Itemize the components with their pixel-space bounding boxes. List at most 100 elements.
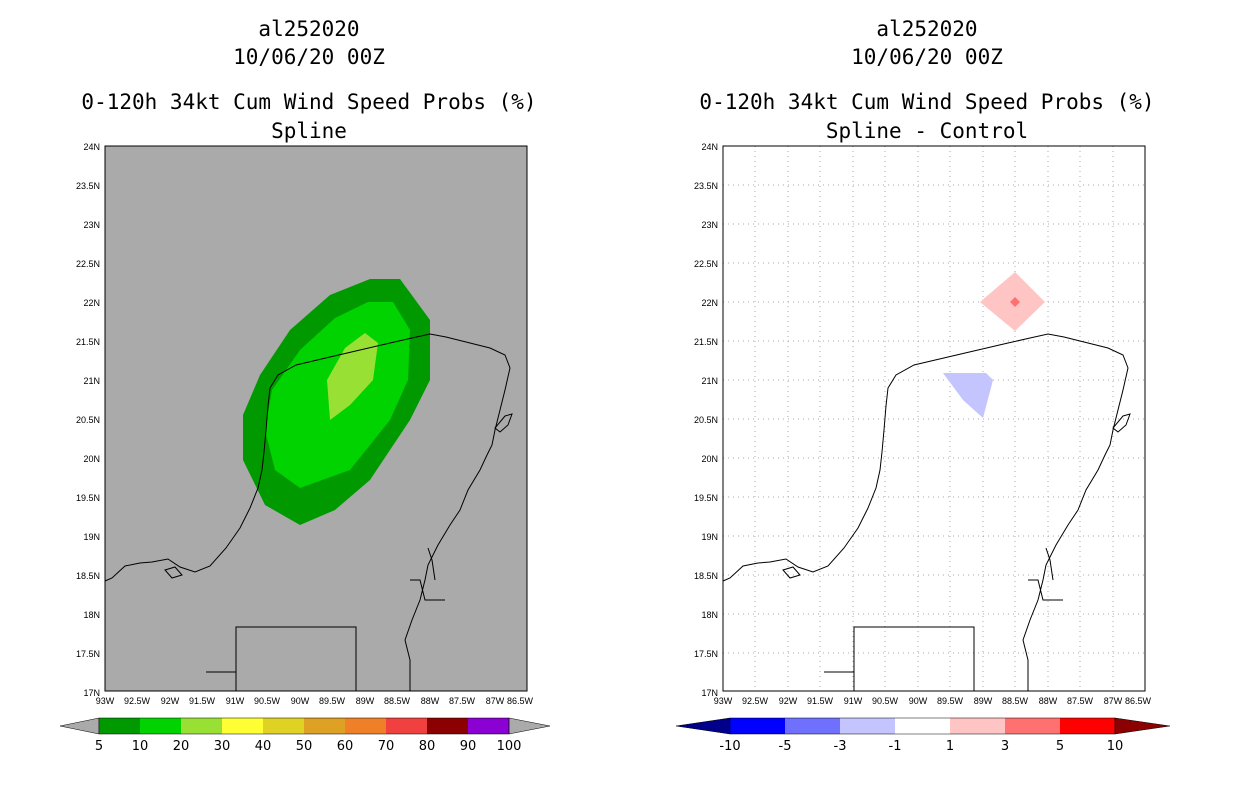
colorbar-swatch [1005,718,1060,734]
lat-tick-label: 22.5N [694,259,718,269]
lon-tick-label: 90W [909,696,928,706]
panel-spline: al252020 10/06/20 00Z 0-120h 34kt Cum Wi… [59,17,551,754]
lat-tick-label: 20.5N [76,415,100,425]
lat-tick-label: 19N [701,532,718,542]
lat-tick-label: 20N [701,454,718,464]
colorbar-end-low [675,717,731,735]
lon-tick-label: 90.5W [872,696,899,706]
diff-positive-3-5 [1010,297,1020,307]
lat-tick-label: 17N [701,688,718,698]
colorbar-swatch [895,718,950,734]
colorbar-label: 80 [419,739,436,754]
prob-contour-20 [327,333,378,420]
datetime: 10/06/20 00Z [233,45,385,69]
lon-tick-label: 92W [161,696,180,706]
map-subtitle: Spline [271,119,347,143]
colorbar-label: 50 [296,739,313,754]
colorbar-swatch [950,718,1005,734]
lon-tick-label: 91.5W [807,696,834,706]
colorbar-label: 10 [132,739,149,754]
colorbar-label: 30 [214,739,231,754]
lat-tick-label: 21N [701,376,718,386]
colorbar-swatch [427,718,468,734]
colorbar-label: 3 [1001,739,1009,754]
lat-axis-left: 24N 23.5N 23N 22.5N 22N 21.5N 21N 20.5N … [76,142,100,698]
map-frame [104,145,528,692]
lat-tick-label: 17.5N [76,649,100,659]
colorbar-swatch [1060,718,1115,734]
colorbar-label: 1 [946,739,954,754]
map-title: 0-120h 34kt Cum Wind Speed Probs (%) [699,90,1155,114]
colorbar-swatch [785,718,840,734]
colorbar-label: 90 [460,739,477,754]
colorbar-label: -3 [834,739,847,754]
lat-tick-label: 18.5N [694,571,718,581]
lat-tick-label: 22N [83,298,100,308]
colorbar-label: -10 [719,739,740,754]
lon-axis-left: 93W 92.5W 92W 91.5W 91W 90.5W 90W 89.5W … [96,696,534,706]
lat-tick-label: 20N [83,454,100,464]
map-title: 0-120h 34kt Cum Wind Speed Probs (%) [81,90,537,114]
colorbar-left: 5 10 20 30 40 50 60 70 80 90 100 [59,717,551,754]
lon-tick-label: 93W [96,696,115,706]
lat-tick-label: 23N [83,220,100,230]
lon-axis-right: 93W 92.5W 92W 91.5W 91W 90.5W 90W 89.5W … [714,696,1152,706]
lon-tick-label: 89W [974,696,993,706]
lon-tick-label: 88.5W [384,696,411,706]
colorbar-swatch [468,718,509,734]
lat-tick-label: 22.5N [76,259,100,269]
lat-tick-label: 23N [701,220,718,230]
datetime: 10/06/20 00Z [851,45,1003,69]
lat-tick-label: 24N [701,142,718,152]
lat-tick-label: 19N [83,532,100,542]
colorbar-label: -1 [889,739,902,754]
lon-tick-label: 87W [486,696,505,706]
lat-tick-label: 21.5N [694,337,718,347]
colorbar-end-low [59,717,100,735]
lat-tick-label: 18N [83,610,100,620]
lat-axis-right: 24N 23.5N 23N 22.5N 22N 21.5N 21N 20.5N … [694,142,718,698]
colorbar-swatch [222,718,263,734]
lat-tick-label: 21.5N [76,337,100,347]
lon-tick-label: 88.5W [1002,696,1029,706]
lon-tick-label: 92.5W [124,696,151,706]
lat-tick-label: 17.5N [694,649,718,659]
lat-tick-label: 17N [83,688,100,698]
lon-tick-label: 90.5W [254,696,281,706]
lon-tick-label: 91.5W [189,696,216,706]
lon-tick-label: 86.5W [507,696,534,706]
colorbar-swatch [181,718,222,734]
colorbar-label: 70 [378,739,395,754]
coastline [722,333,1131,691]
colorbar-label: 10 [1107,739,1124,754]
colorbar-swatch [304,718,345,734]
lon-tick-label: 87.5W [449,696,476,706]
colorbar-swatch [386,718,427,734]
panel-spline-minus-control: al252020 10/06/20 00Z 0-120h 34kt Cum Wi… [618,0,1236,800]
grid-lines [723,146,1145,691]
lat-tick-label: 18N [701,610,718,620]
lon-tick-label: 88W [1039,696,1058,706]
colorbar-right: -10 -5 -3 -1 1 3 5 10 [675,717,1171,754]
colorbar-swatch [730,718,785,734]
storm-id: al252020 [258,17,360,41]
map-canvas-left: 24N 23.5N 23N 22.5N 22N 21.5N 21N 20.5N … [59,142,551,754]
map-subtitle: Spline - Control [825,119,1029,143]
lat-tick-label: 19.5N [694,493,718,503]
colorbar-swatch [345,718,386,734]
colorbar-label: 60 [337,739,354,754]
diff-negative-1-3 [943,373,993,418]
lat-tick-label: 18.5N [76,571,100,581]
lat-tick-label: 22N [701,298,718,308]
colorbar-label: 100 [497,739,522,754]
colorbar-swatch [99,718,140,734]
lon-tick-label: 93W [714,696,733,706]
lon-tick-label: 89.5W [937,696,964,706]
lon-tick-label: 90W [291,696,310,706]
colorbar-swatch [263,718,304,734]
colorbar-end-high [1114,717,1171,735]
colorbar-swatch [840,718,895,734]
storm-id: al252020 [876,17,978,41]
colorbar-label: 20 [173,739,190,754]
lat-tick-label: 19.5N [76,493,100,503]
